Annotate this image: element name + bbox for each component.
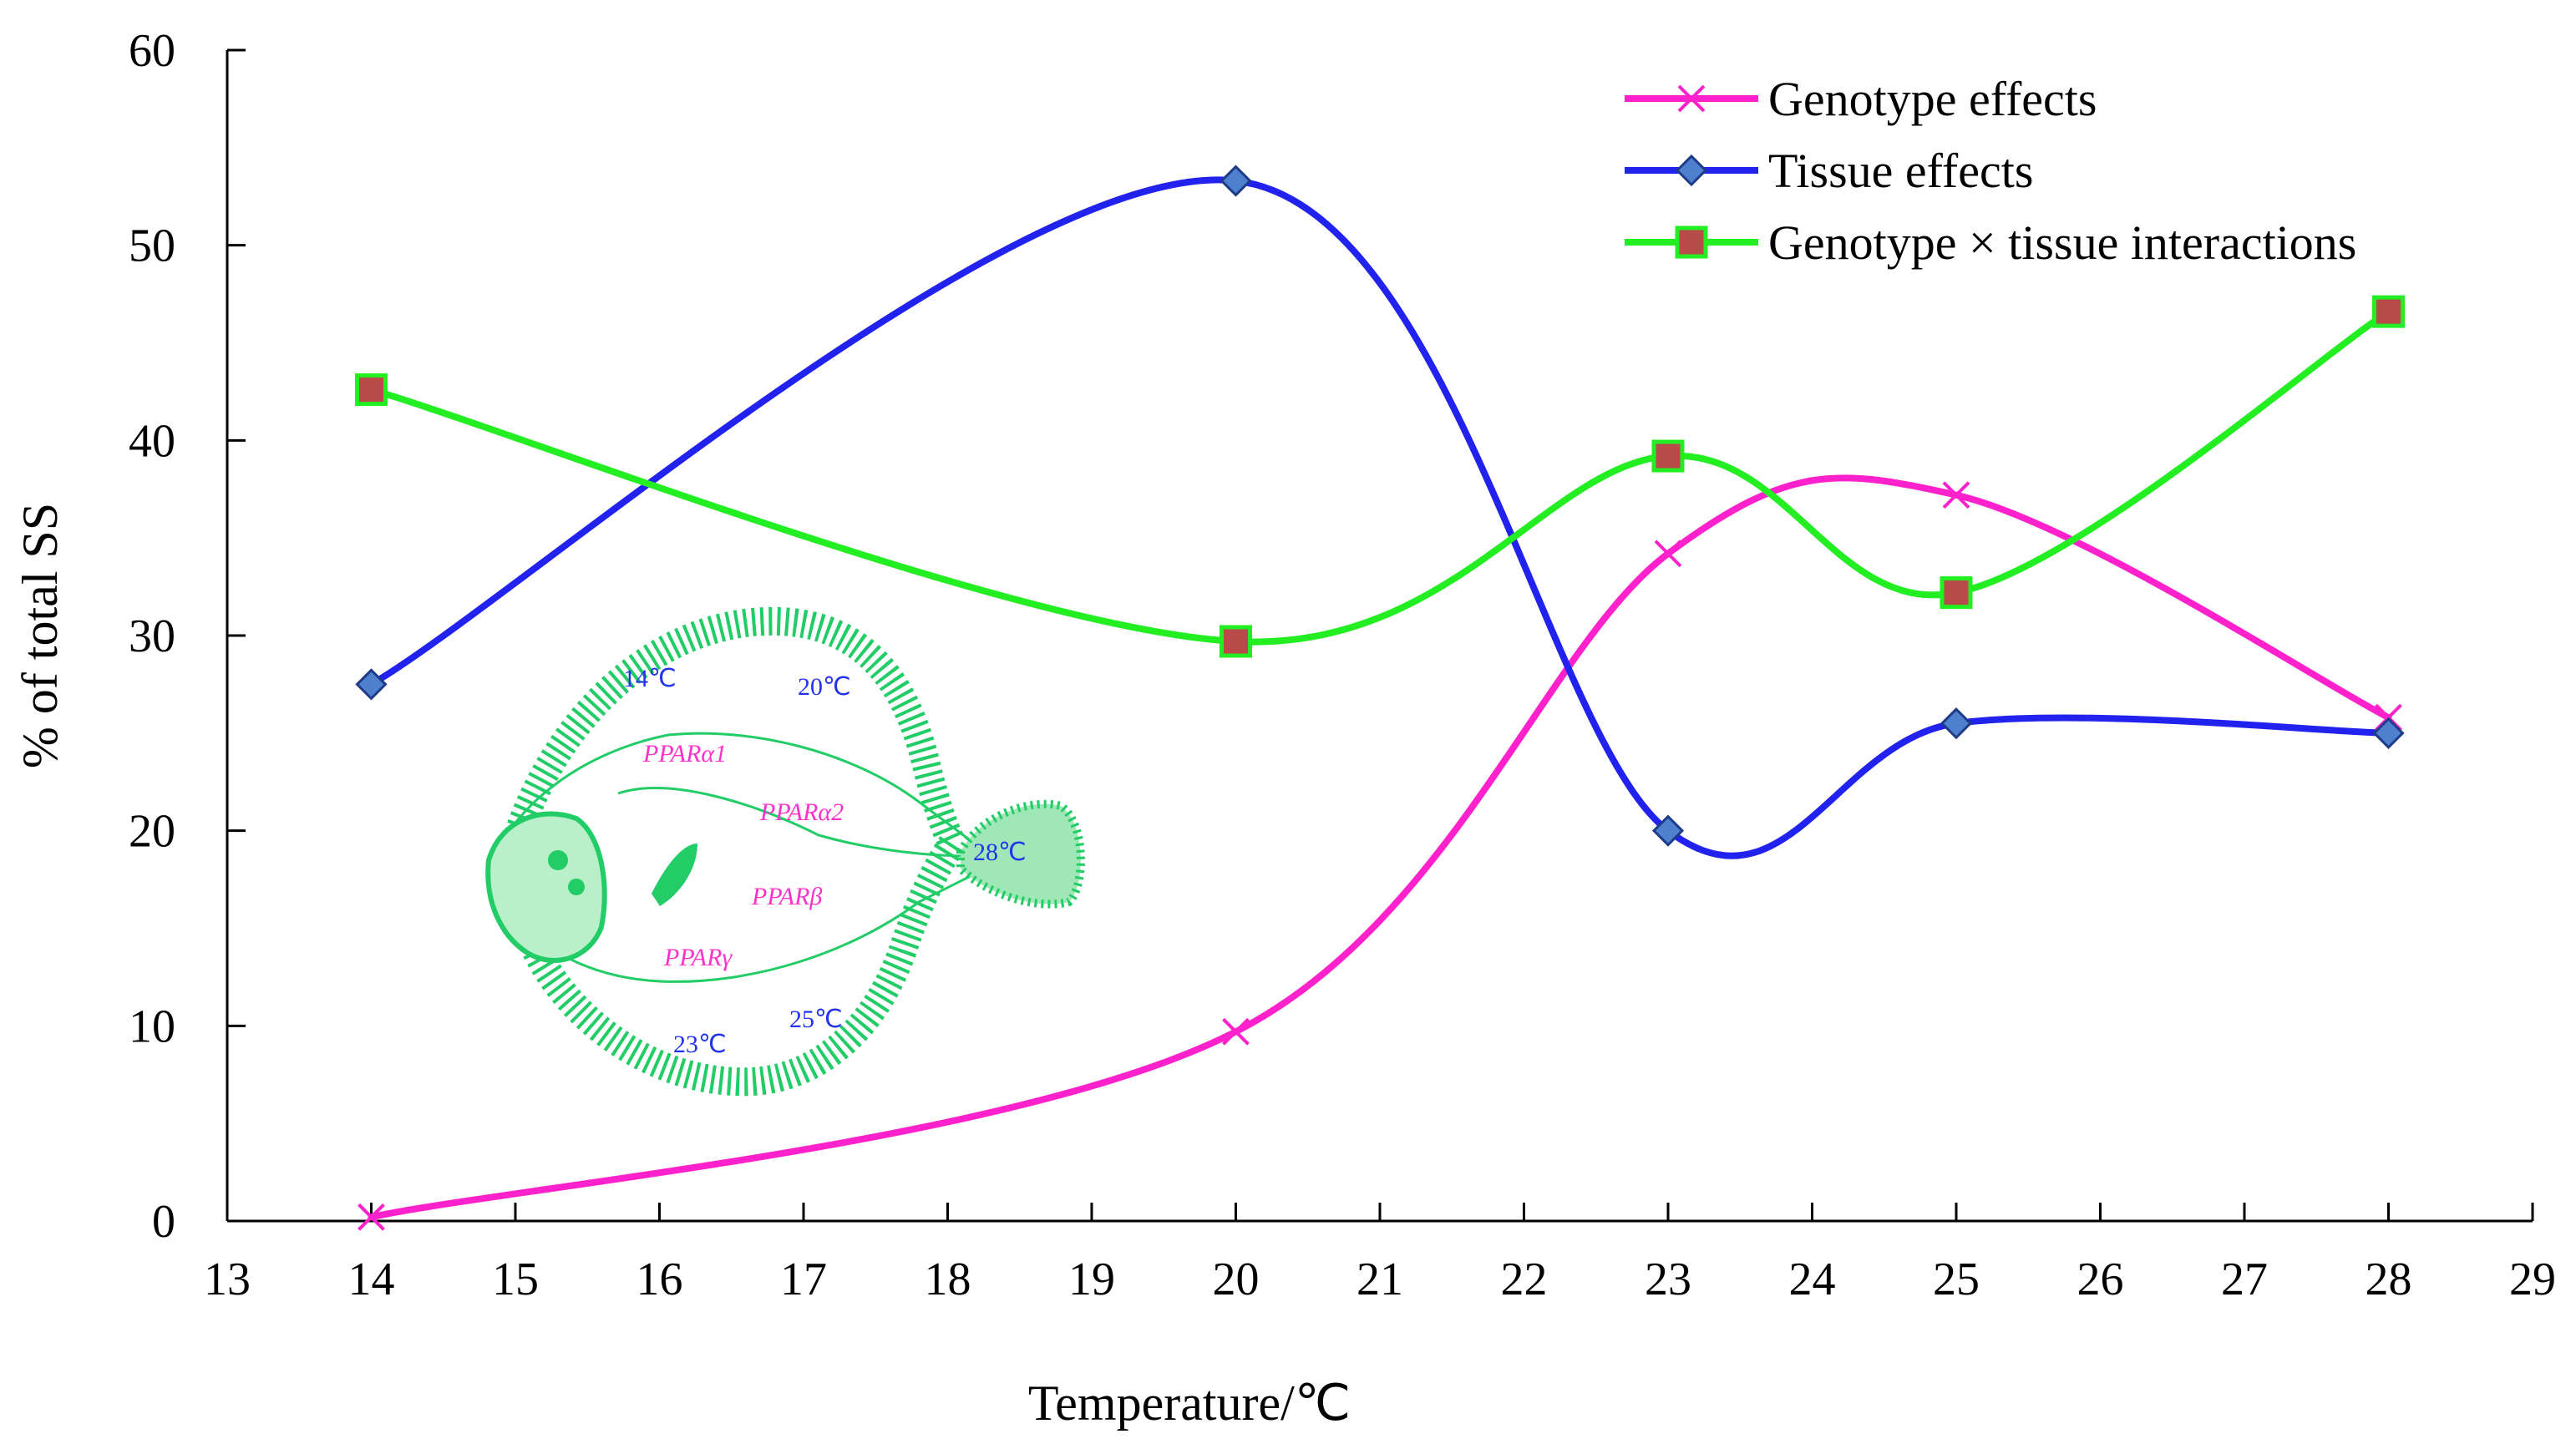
fish-eye <box>548 850 568 870</box>
x-marker <box>1677 84 1706 113</box>
fish-head <box>485 811 607 963</box>
fish-gene-label: PPARγ <box>663 944 733 971</box>
fish-temp-label: 14℃ <box>623 665 677 692</box>
x-marker <box>1222 1017 1250 1046</box>
x-tick-label: 13 <box>204 1254 251 1305</box>
square-marker <box>355 373 388 407</box>
x-tick-label: 25 <box>1933 1254 1980 1305</box>
x-tick-label: 18 <box>925 1254 971 1305</box>
square-marker <box>1651 439 1685 473</box>
legend-label: Tissue effects <box>1768 144 2033 198</box>
legend: Genotype effects Tissue effects Genotype ×… <box>1625 72 2356 270</box>
y-tick-label: 10 <box>129 1001 175 1052</box>
fish-eye-2 <box>568 879 585 895</box>
x-tick-label: 22 <box>1501 1254 1548 1305</box>
diamond-marker <box>1675 154 1708 187</box>
x-tick-label: 17 <box>780 1254 827 1305</box>
legend-label: Genotype × tissue interactions <box>1768 215 2356 270</box>
x-axis-title: Temperature/℃ <box>1028 1376 1351 1431</box>
diamond-marker <box>1940 707 1973 740</box>
y-tick-label: 20 <box>129 806 175 858</box>
series-line <box>368 176 2392 859</box>
fish-temp-label: 25℃ <box>789 1006 843 1033</box>
fish-lateral-line <box>617 787 970 858</box>
diamond-marker <box>355 668 388 701</box>
x-tick-label: 27 <box>2221 1254 2268 1305</box>
fish-illustration: PPARα1 PPARα2 PPARβ PPARγ 14℃ 20℃ 28℃ 23… <box>485 606 1085 1097</box>
fish-gene-label: PPARα1 <box>642 740 727 768</box>
square-marker <box>1675 225 1708 259</box>
series-group <box>357 474 2402 1231</box>
diamond-marker <box>1651 814 1685 847</box>
y-tick-label: 60 <box>129 25 175 77</box>
y-axis-title: % of total SS <box>13 503 68 768</box>
fish-gene-label: PPARα2 <box>759 798 844 826</box>
fish-temp-label: 20℃ <box>798 673 851 701</box>
series <box>355 165 2405 1231</box>
y-tick-label: 50 <box>129 220 175 272</box>
y-tick-label: 30 <box>129 611 175 662</box>
x-marker <box>1942 481 1970 509</box>
y-tick-label: 0 <box>152 1196 175 1248</box>
diamond-marker <box>1220 165 1252 197</box>
x-tick-label: 23 <box>1645 1254 1691 1305</box>
axes: 0 10 20 30 40 50 60 13 14 15 16 17 18 19 20 21 22 23 24 25 2… <box>13 25 2556 1431</box>
fish-temp-label: 28℃ <box>973 838 1027 866</box>
diamond-marker <box>2372 717 2405 749</box>
series-line <box>368 474 2392 1221</box>
x-tick-label: 15 <box>492 1254 539 1305</box>
square-marker <box>1940 576 1973 610</box>
x-tick-label: 26 <box>2077 1254 2124 1305</box>
fish-gene-label: PPARβ <box>751 883 822 910</box>
x-marker <box>1654 540 1682 568</box>
square-marker <box>1220 625 1252 658</box>
square-marker <box>2372 295 2405 328</box>
y-tick-label: 40 <box>129 415 175 467</box>
x-tick-label: 20 <box>1213 1254 1260 1305</box>
x-tick-label: 16 <box>636 1254 683 1305</box>
x-tick-label: 28 <box>2366 1254 2412 1305</box>
fish-pectoral-fin <box>652 844 697 906</box>
x-tick-label: 24 <box>1789 1254 1836 1305</box>
series-group <box>355 295 2405 658</box>
x-tick-label: 19 <box>1068 1254 1115 1305</box>
x-marker <box>357 1203 385 1231</box>
x-tick-label: 21 <box>1356 1254 1403 1305</box>
series-group <box>355 165 2405 859</box>
series-line <box>368 308 2392 646</box>
x-tick-label: 14 <box>348 1254 395 1305</box>
fish-tail <box>956 799 1085 909</box>
x-tick-label: 29 <box>2509 1254 2556 1305</box>
fish-temp-label: 23℃ <box>673 1031 727 1058</box>
legend-label: Genotype effects <box>1768 72 2097 126</box>
